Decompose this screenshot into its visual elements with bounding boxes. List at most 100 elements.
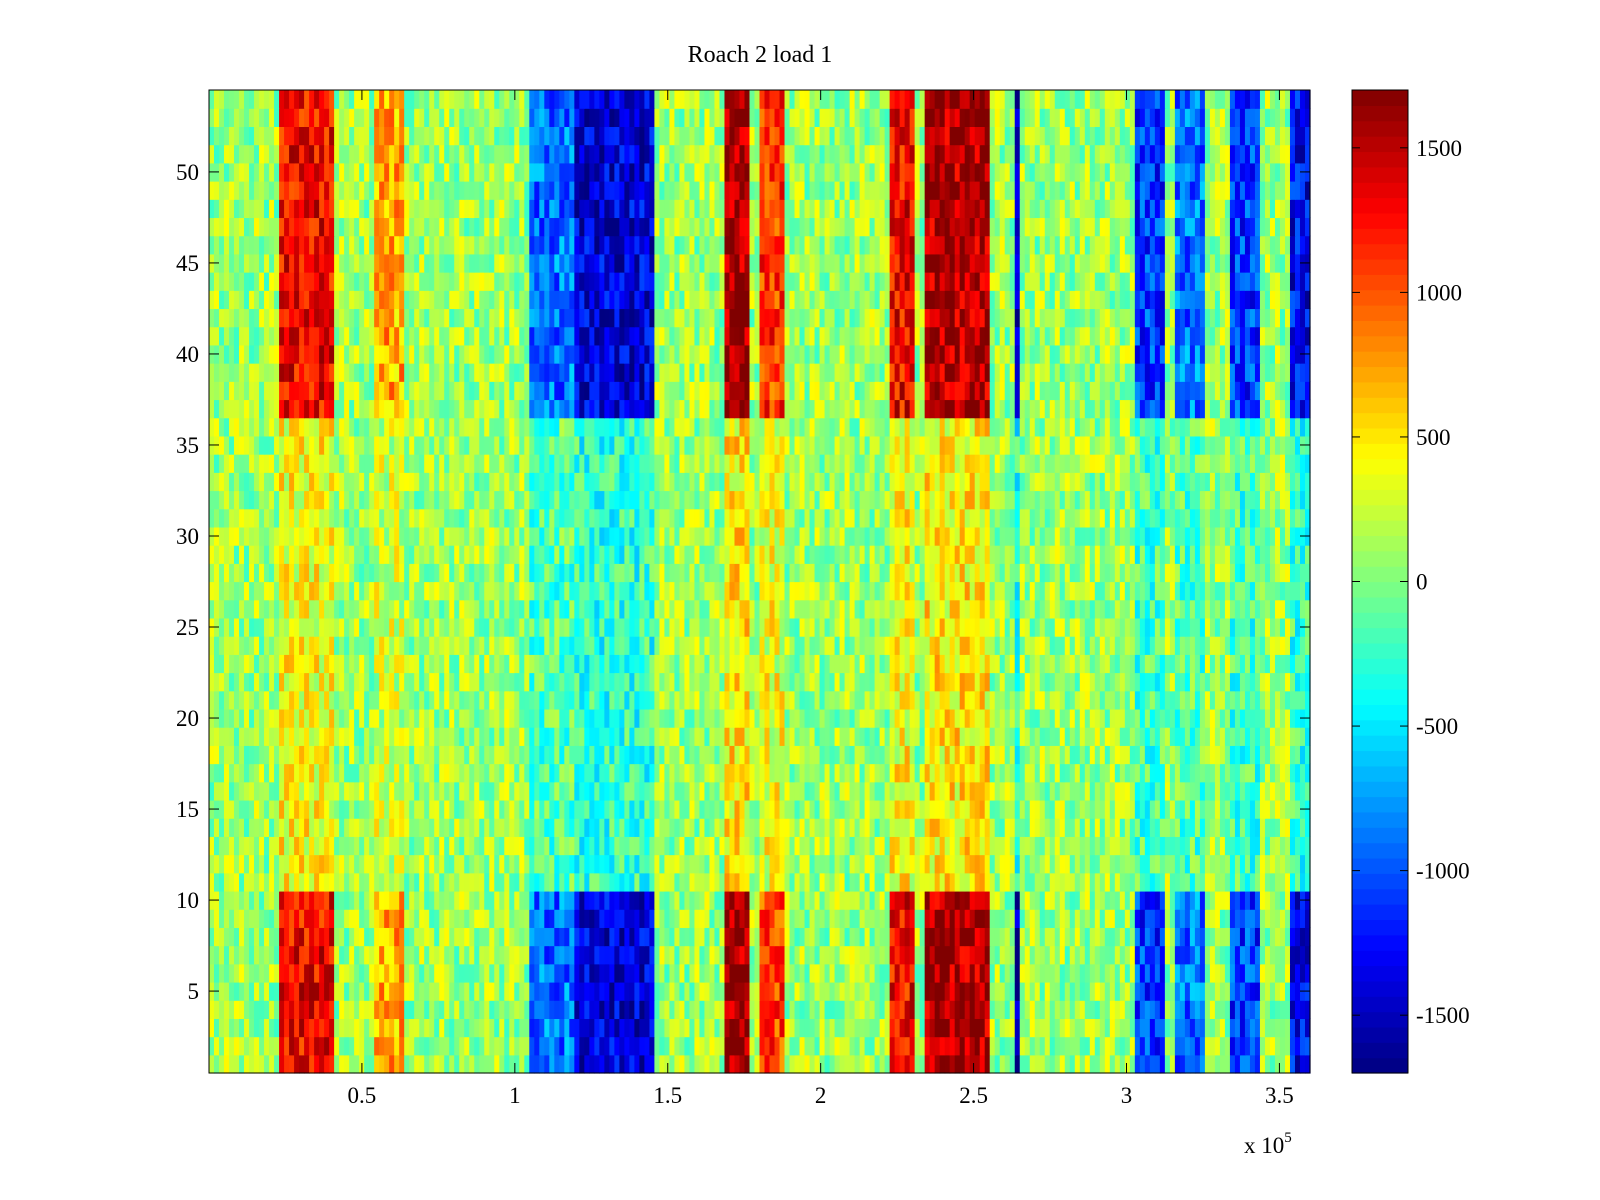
heatmap-cell bbox=[449, 909, 455, 928]
heatmap-cell bbox=[359, 727, 365, 746]
heatmap-cell bbox=[609, 836, 615, 856]
heatmap-cell bbox=[484, 818, 490, 837]
heatmap-cell bbox=[1039, 927, 1046, 947]
heatmap-cell bbox=[219, 799, 225, 819]
heatmap-cell bbox=[564, 1054, 570, 1074]
heatmap-cell bbox=[294, 1000, 300, 1019]
heatmap-cell bbox=[854, 818, 861, 837]
heatmap-cell bbox=[424, 981, 430, 1001]
heatmap-cell bbox=[1274, 872, 1281, 892]
heatmap-cell bbox=[679, 963, 686, 983]
heatmap-cell bbox=[1234, 1036, 1241, 1056]
heatmap-cell bbox=[724, 672, 731, 692]
heatmap-cell bbox=[929, 890, 936, 910]
heatmap-cell bbox=[424, 818, 430, 837]
heatmap-cell bbox=[999, 799, 1006, 819]
heatmap-cell bbox=[939, 763, 946, 783]
heatmap-cell bbox=[879, 818, 886, 837]
heatmap-cell bbox=[754, 909, 761, 928]
heatmap-cell bbox=[1299, 909, 1306, 928]
heatmap-cell bbox=[794, 654, 801, 674]
heatmap-cell bbox=[1044, 945, 1051, 965]
heatmap-cell bbox=[1224, 872, 1231, 892]
heatmap-cell bbox=[744, 963, 751, 983]
heatmap-cell bbox=[899, 1000, 906, 1019]
heatmap-cell bbox=[929, 963, 936, 983]
heatmap-cell bbox=[679, 763, 686, 783]
heatmap-cell bbox=[1029, 836, 1036, 856]
heatmap-cell bbox=[1099, 690, 1106, 710]
heatmap-cell bbox=[419, 672, 425, 692]
heatmap-cell bbox=[239, 745, 245, 765]
heatmap-cell bbox=[1134, 727, 1141, 746]
heatmap-cell bbox=[734, 927, 741, 947]
heatmap-cell bbox=[1019, 927, 1026, 947]
heatmap-cell bbox=[1024, 927, 1031, 947]
heatmap-cell bbox=[369, 872, 375, 892]
heatmap-cell bbox=[209, 654, 215, 674]
heatmap-cell bbox=[689, 654, 696, 674]
heatmap-cell bbox=[1299, 872, 1306, 892]
heatmap-cell bbox=[789, 818, 796, 837]
heatmap-cell bbox=[994, 672, 1001, 692]
heatmap-cell bbox=[309, 836, 315, 856]
heatmap-cell bbox=[1179, 763, 1186, 783]
heatmap-cell bbox=[559, 963, 565, 983]
heatmap-cell bbox=[1264, 981, 1271, 1001]
heatmap-cell bbox=[1109, 727, 1116, 746]
heatmap-cell bbox=[394, 781, 400, 801]
heatmap-cell bbox=[499, 727, 505, 746]
heatmap-cell bbox=[664, 1000, 671, 1019]
heatmap-cell bbox=[1189, 781, 1196, 801]
heatmap-cell bbox=[729, 945, 736, 965]
heatmap-cell bbox=[324, 854, 330, 874]
heatmap-cell bbox=[1044, 1018, 1051, 1038]
heatmap-cell bbox=[334, 854, 340, 874]
heatmap-cell bbox=[1294, 1018, 1301, 1038]
heatmap-cell bbox=[504, 1018, 510, 1038]
heatmap-cell bbox=[664, 927, 671, 947]
heatmap-cell bbox=[334, 836, 340, 856]
heatmap-cell bbox=[254, 727, 260, 746]
heatmap-cell bbox=[749, 781, 756, 801]
heatmap-cell bbox=[829, 1018, 836, 1038]
heatmap-cell bbox=[969, 781, 976, 801]
heatmap-cell bbox=[984, 1000, 991, 1019]
heatmap-cell bbox=[509, 708, 515, 728]
heatmap-cell bbox=[554, 1018, 560, 1038]
heatmap-cell bbox=[304, 1036, 310, 1056]
heatmap-cell bbox=[289, 763, 295, 783]
heatmap-cell bbox=[724, 1036, 731, 1056]
heatmap-cell bbox=[924, 909, 931, 928]
heatmap-cell bbox=[1279, 854, 1286, 874]
heatmap-cell bbox=[1269, 909, 1276, 928]
heatmap-cell bbox=[804, 654, 811, 674]
heatmap-cell bbox=[904, 727, 911, 746]
heatmap-cell bbox=[1164, 927, 1171, 947]
heatmap-cell bbox=[534, 690, 540, 710]
heatmap-cell bbox=[854, 672, 861, 692]
heatmap-cell bbox=[674, 854, 681, 874]
heatmap-cell bbox=[1094, 672, 1101, 692]
heatmap-cell bbox=[794, 1036, 801, 1056]
heatmap-cell bbox=[229, 690, 235, 710]
heatmap-cell bbox=[899, 890, 906, 910]
heatmap-cell bbox=[499, 981, 505, 1001]
heatmap-cell bbox=[499, 672, 505, 692]
heatmap-cell bbox=[269, 1018, 275, 1038]
heatmap-cell bbox=[874, 836, 881, 856]
heatmap-cell bbox=[909, 727, 916, 746]
heatmap-cell bbox=[1129, 963, 1136, 983]
heatmap-cell bbox=[1305, 1018, 1311, 1038]
heatmap-cell bbox=[724, 818, 731, 837]
heatmap-cell bbox=[784, 981, 791, 1001]
heatmap-cell bbox=[964, 890, 971, 910]
heatmap-cell bbox=[759, 1000, 766, 1019]
heatmap-cell bbox=[869, 745, 876, 765]
heatmap-cell bbox=[739, 909, 746, 928]
heatmap-cell bbox=[1254, 1054, 1261, 1074]
heatmap-cell bbox=[304, 799, 310, 819]
heatmap-cell bbox=[339, 927, 345, 947]
heatmap-cell bbox=[409, 836, 415, 856]
heatmap-cell bbox=[1124, 1054, 1131, 1074]
